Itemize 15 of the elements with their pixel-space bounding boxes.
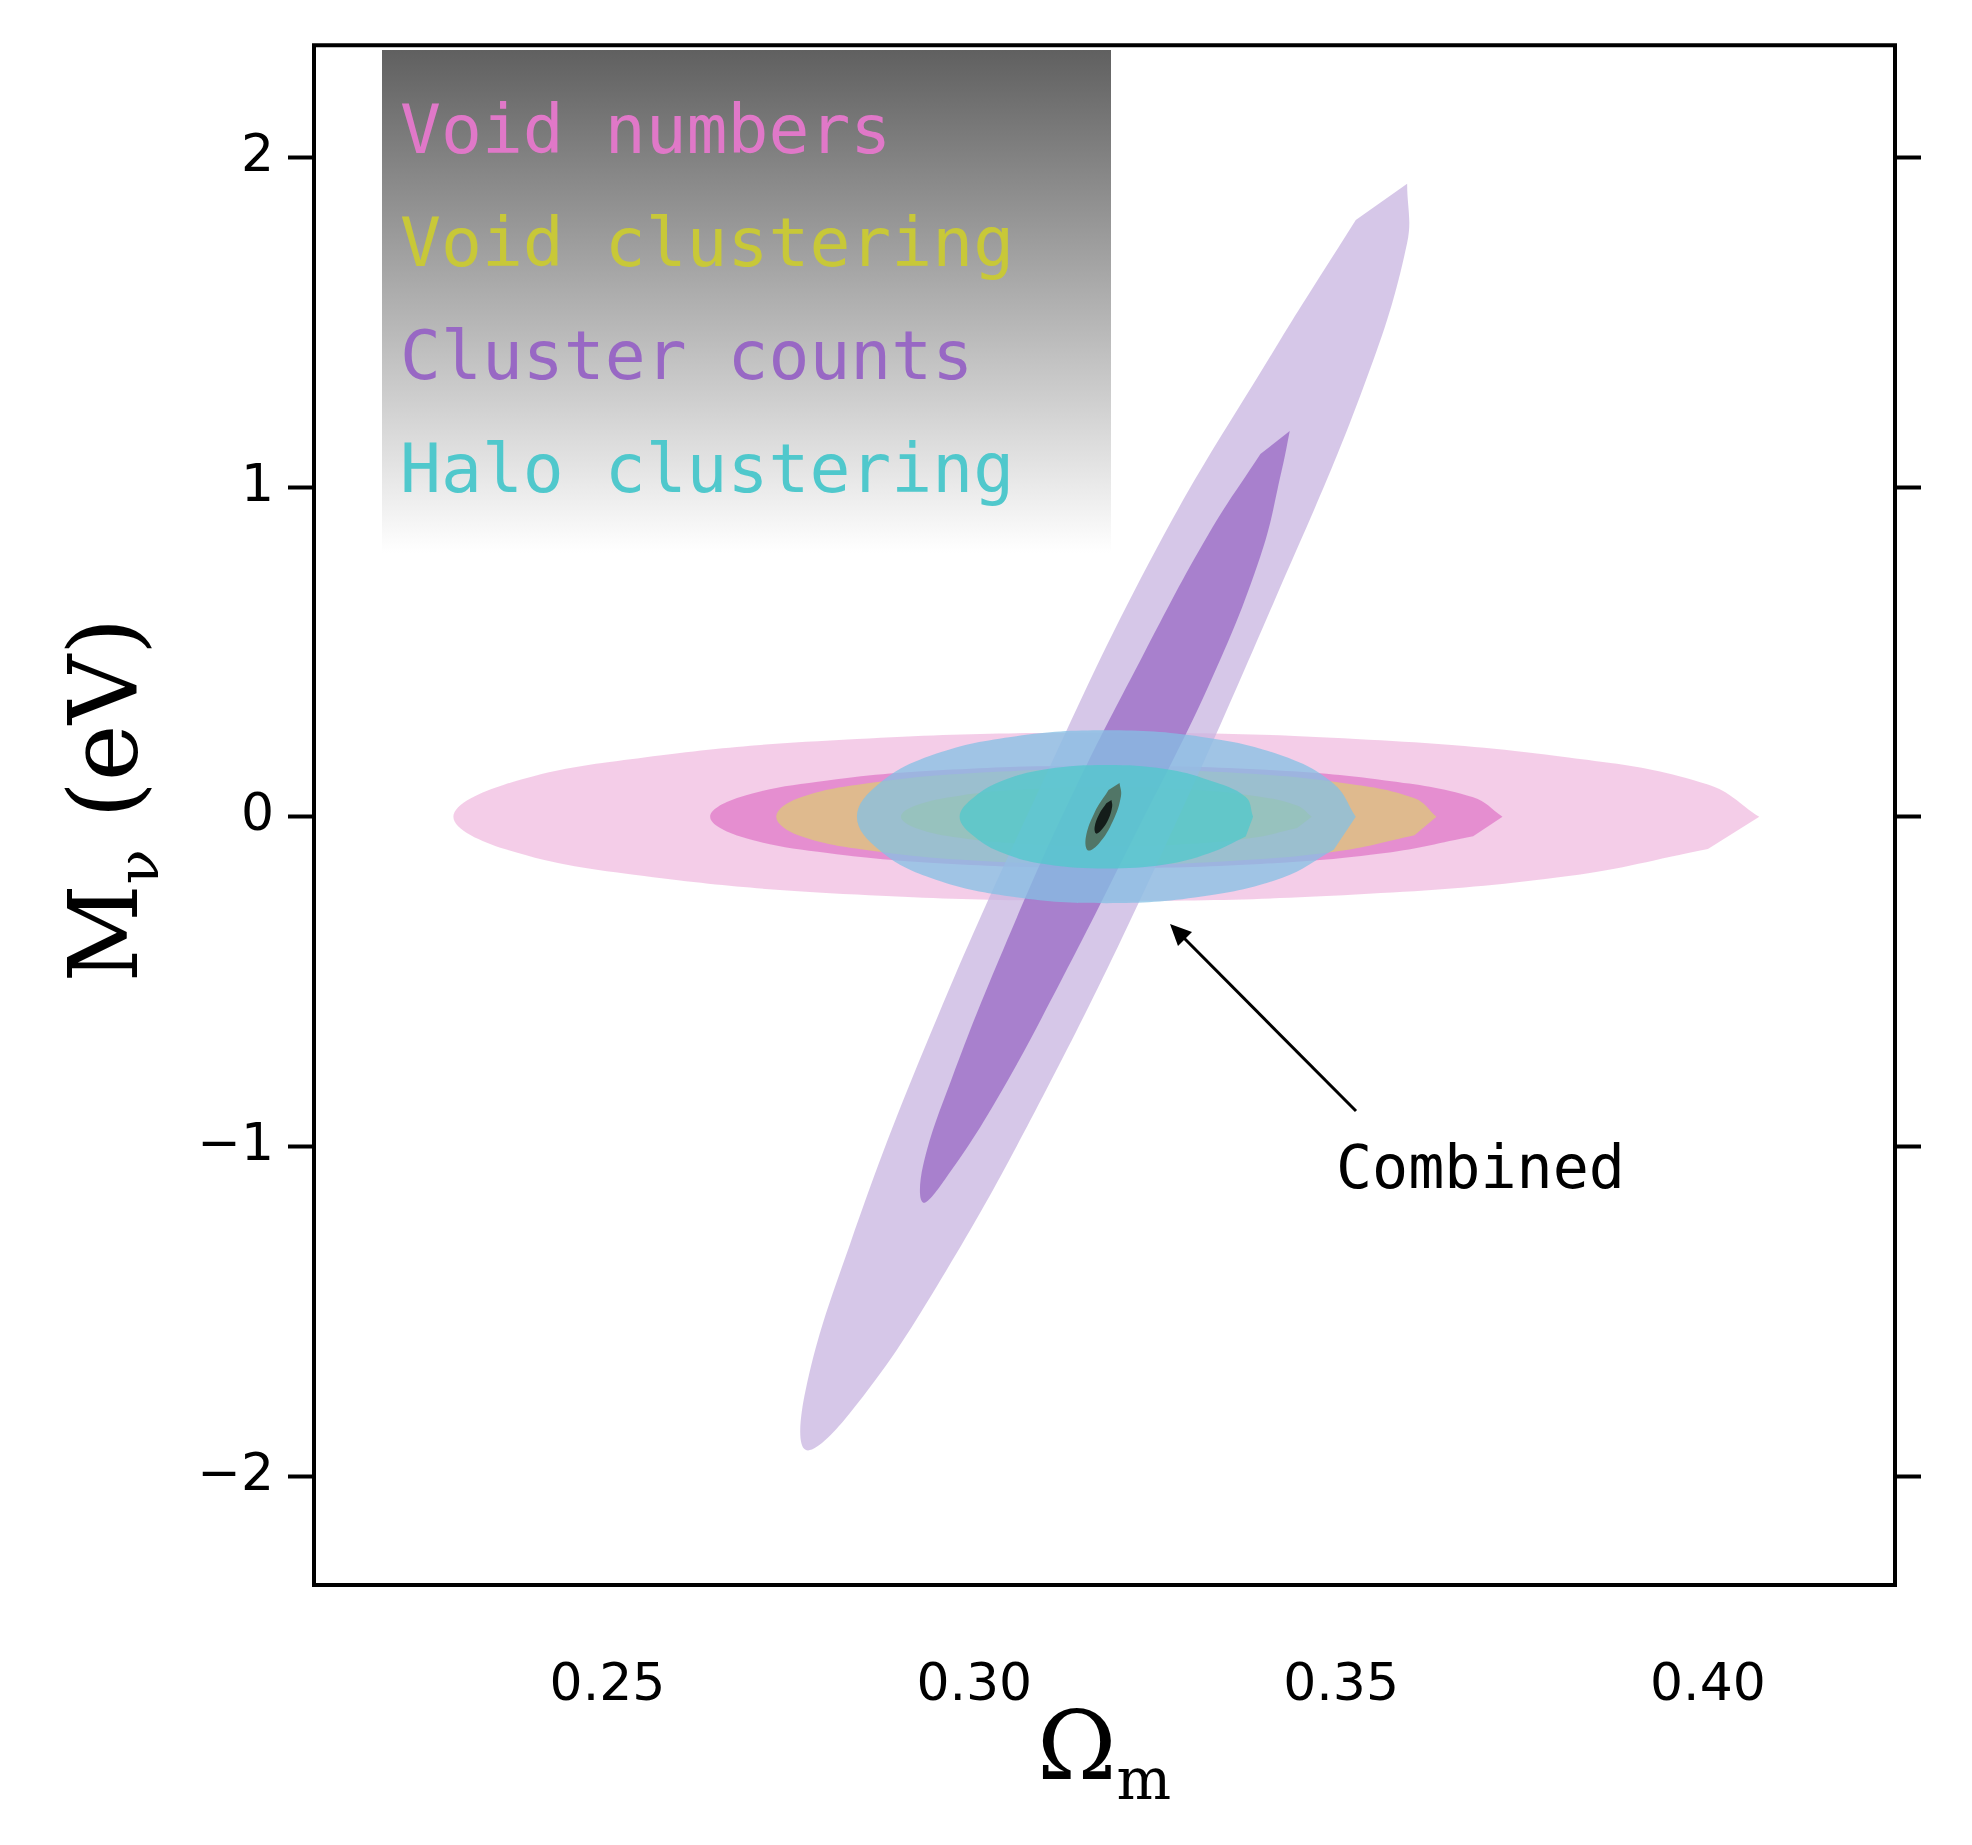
text: Halo clustering — [400, 429, 1015, 508]
text: Void clustering — [400, 203, 1015, 282]
y-tick-label: 1 — [240, 452, 274, 513]
x-axis-title: Ω$_{m}$ — [1036, 1690, 1172, 1814]
x-tick-label: 0.40 — [1650, 1651, 1766, 1712]
y-tick-label: −1 — [197, 1111, 274, 1172]
y-tick-label: 0 — [240, 782, 274, 843]
x-tick-label: 0.35 — [1283, 1651, 1399, 1712]
text: Void numbers — [400, 90, 892, 169]
x-tick-label: 0.30 — [916, 1651, 1033, 1712]
x-tick-label: 0.25 — [549, 1651, 666, 1712]
text: Cluster counts — [400, 316, 974, 395]
annotation: Combined — [1336, 1132, 1625, 1202]
y-tick-label: −2 — [197, 1441, 274, 1502]
y-tick-label: 2 — [240, 122, 274, 183]
